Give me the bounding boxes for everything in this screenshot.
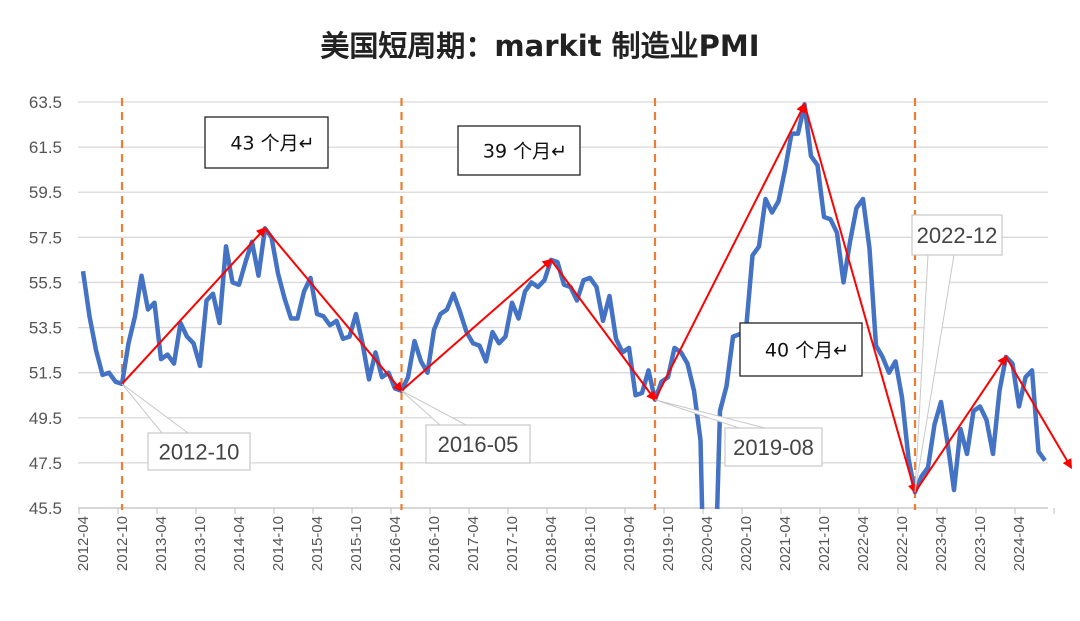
- x-tick-label: 2015-04: [309, 516, 326, 571]
- x-tick-label: 2017-10: [504, 516, 521, 571]
- y-axis: 45.5 47.5 49.5 51.5 53.5 55.5 57.5 59.5 61.5 63.5: [29, 93, 62, 518]
- x-tick-label: 2020-04: [699, 516, 716, 571]
- x-tick-label: 2024-04: [1011, 516, 1028, 571]
- callout-label: 2022-12: [917, 223, 998, 248]
- y-tick-label: 53.5: [29, 319, 62, 338]
- callout-pointer: [121, 383, 190, 434]
- trend-arrow: [914, 355, 1008, 493]
- duration-box: [739, 322, 863, 377]
- callout-label: 2019-08: [733, 435, 814, 460]
- x-tick-label: 2017-04: [465, 516, 482, 571]
- x-tick-label: 2023-04: [933, 516, 950, 571]
- trend-arrow: [264, 227, 403, 393]
- x-tick-label: 2021-10: [816, 516, 833, 571]
- y-tick-label: 45.5: [29, 499, 62, 518]
- x-tick-label: 2022-04: [855, 516, 872, 571]
- x-tick-label: 2020-10: [738, 516, 755, 571]
- callout-box: [425, 424, 531, 464]
- y-tick-label: 47.5: [29, 454, 62, 473]
- callout-label: 2012-10: [159, 440, 240, 465]
- chart-title: 美国短周期：markit 制造业PMI: [320, 29, 759, 63]
- x-tick-label: 2015-10: [348, 516, 365, 571]
- x-tick-label: 2016-10: [426, 516, 443, 571]
- trend-arrow: [654, 102, 806, 401]
- duration-boxes: 43 个月↵ 39 个月↵ 40 个月↵: [204, 116, 863, 377]
- x-tick-label: 2014-10: [270, 516, 287, 571]
- duration-label: 39 个月↵: [483, 141, 567, 163]
- duration-box: [204, 116, 329, 169]
- callout-label: 2016-05: [438, 432, 519, 457]
- x-tick-label: 2022-10: [894, 516, 911, 571]
- duration-label: 40 个月↵: [765, 340, 849, 362]
- y-tick-label: 59.5: [29, 183, 62, 202]
- x-tick-label: 2013-04: [153, 516, 170, 571]
- x-tick-label: 2018-10: [582, 516, 599, 571]
- y-tick-label: 49.5: [29, 409, 62, 428]
- duration-label: 43 个月↵: [230, 133, 314, 155]
- callout-box: [724, 427, 823, 467]
- trend-arrow: [1005, 356, 1073, 470]
- y-tick-label: 51.5: [29, 364, 62, 383]
- x-axis: 2012-04 2012-10 2013-04 2013-10 2014-04 2014-…: [75, 507, 1055, 571]
- trend-arrow: [400, 258, 553, 392]
- duration-box: [457, 125, 581, 176]
- y-tick-label: 63.5: [29, 93, 62, 112]
- callout-box: [911, 214, 1003, 256]
- y-tick-label: 57.5: [29, 228, 62, 247]
- y-tick-label: 61.5: [29, 138, 62, 157]
- callouts: 2012-10 2016-05 2019-08 2022-12: [121, 214, 1003, 493]
- trend-arrow: [550, 259, 657, 402]
- x-tick-label: 2016-04: [387, 516, 404, 571]
- x-tick-label: 2018-04: [543, 516, 560, 571]
- trend-arrow: [121, 226, 267, 385]
- x-tick-label: 2013-10: [192, 516, 209, 571]
- pmi-series-line: [714, 102, 1047, 510]
- x-tick-label: 2012-10: [114, 516, 131, 571]
- callout-box: [147, 432, 251, 471]
- trend-arrow: [803, 103, 918, 495]
- x-tick-label: 2023-10: [972, 516, 989, 571]
- x-tick-label: 2014-04: [231, 516, 248, 571]
- x-tick-label: 2012-04: [75, 516, 92, 571]
- x-tick-label: 2021-04: [777, 516, 794, 571]
- x-tick-label: 2019-04: [621, 516, 638, 571]
- callout-pointer: [654, 399, 766, 429]
- cycle-lines: [120, 98, 917, 510]
- y-tick-label: 55.5: [29, 273, 62, 292]
- x-tick-label: 2019-10: [660, 516, 677, 571]
- trend-arrows: [121, 102, 1073, 495]
- callout-pointer: [401, 390, 467, 426]
